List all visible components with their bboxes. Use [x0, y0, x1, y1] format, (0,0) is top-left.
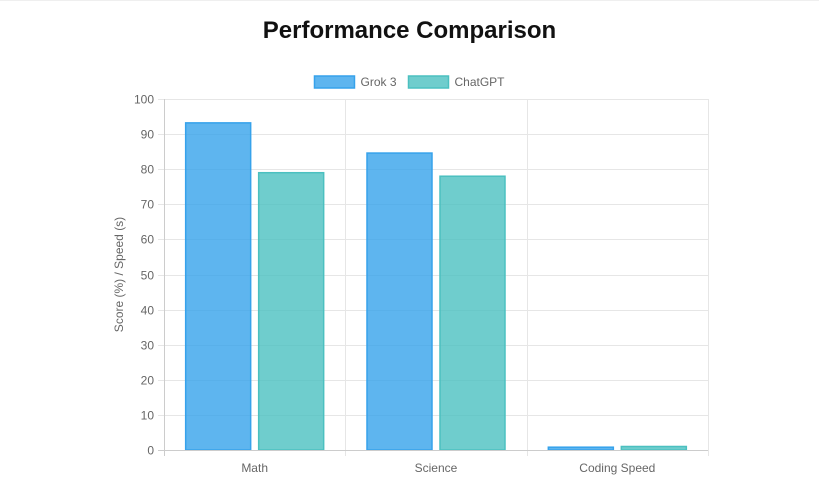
bar-chatgpt-coding-speed[interactable] — [620, 445, 688, 451]
x-tick-label: Coding Speed — [579, 461, 655, 475]
y-tick-label: 30 — [141, 339, 155, 353]
y-tick-label: 20 — [141, 374, 155, 388]
y-tick-label: 50 — [141, 269, 155, 283]
y-tick-label: 90 — [141, 128, 155, 142]
y-tick-label: 70 — [141, 198, 155, 212]
x-tick-label: Math — [241, 461, 268, 475]
y-tick-label: 0 — [147, 444, 154, 458]
y-tick-label: 60 — [141, 233, 155, 247]
bar-chatgpt-science[interactable] — [439, 175, 506, 451]
x-tick-label: Science — [415, 461, 458, 475]
y-tick-label: 80 — [141, 163, 155, 177]
legend-label: ChatGPT — [455, 75, 506, 89]
chart-title: Performance Comparison — [262, 17, 557, 44]
y-tick-label: 10 — [141, 409, 155, 423]
bar-chatgpt-math[interactable] — [257, 171, 325, 451]
bars-layer — [184, 122, 688, 451]
bar-grok-3-science[interactable] — [366, 152, 433, 451]
legend-item-grok-3[interactable]: Grok 3 — [313, 75, 397, 89]
legend-swatch — [313, 75, 356, 89]
axes-layer: 0 10 20 30 40 50 60 70 80 90 100 Math Science Coding … — [134, 93, 708, 475]
y-axis-title: Score (%) / Speed (s) — [112, 217, 126, 332]
legend[interactable]: Grok 3 ChatGPT — [313, 75, 506, 89]
bar-grok-3-math[interactable] — [184, 122, 252, 451]
y-tick-label: 40 — [141, 304, 155, 318]
bar-grok-3-coding-speed[interactable] — [547, 446, 615, 451]
legend-item-chatgpt[interactable]: ChatGPT — [407, 75, 506, 89]
legend-swatch — [407, 75, 450, 89]
legend-label: Grok 3 — [360, 75, 396, 89]
y-tick-label: 100 — [134, 93, 154, 107]
